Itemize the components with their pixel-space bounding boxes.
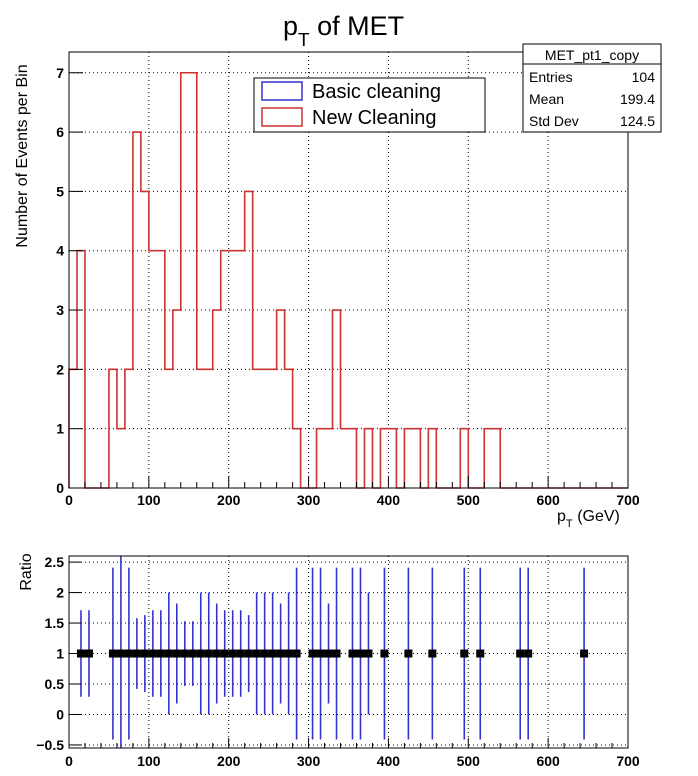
main-y-tick-label: 1 (56, 421, 64, 437)
ratio-point-marker (188, 649, 197, 658)
main-plot-frame (68, 51, 629, 489)
main-x-tick-label: 100 (137, 492, 161, 508)
ratio-point-marker (196, 649, 205, 658)
stats-box: MET_pt1_copy Entries 104 Mean 199.4 Std … (522, 43, 662, 133)
ratio-point-marker (460, 649, 469, 658)
y-axis-label: Number of Events per Bin (14, 64, 31, 247)
main-plot-ticks: 0 100 200 300 400 500 600 700 0 1 2 3 4 5 6 7 (56, 65, 640, 508)
ratio-y-axis-label: Ratio (18, 553, 35, 590)
ratio-x-tick-label: 700 (616, 753, 640, 769)
stats-entries-value: 104 (632, 69, 656, 85)
ratio-y-tick-label: 1 (56, 646, 64, 662)
ratio-point-marker (308, 649, 317, 658)
stats-mean-label: Mean (529, 91, 564, 107)
main-y-tick-label: 2 (56, 361, 64, 377)
main-y-tick-label: 6 (56, 124, 64, 140)
ratio-y-tick-label: −0.5 (36, 737, 64, 753)
legend-swatch-basic (261, 81, 303, 101)
ratio-point-marker (236, 649, 245, 658)
ratio-point-marker (268, 649, 277, 658)
ratio-points (76, 556, 589, 748)
main-x-tick-label: 200 (217, 492, 241, 508)
ratio-point-marker (476, 649, 485, 658)
ratio-point-marker (156, 649, 165, 658)
main-x-tick-label: 700 (616, 492, 640, 508)
legend-label-basic: Basic cleaning (312, 81, 441, 103)
chart-title: pT of MET (283, 11, 404, 51)
ratio-point-marker (148, 649, 157, 658)
ratio-x-tick-label: 600 (536, 753, 560, 769)
stats-entries-label: Entries (529, 69, 573, 85)
legend: Basic cleaning New Cleaning (253, 77, 486, 133)
ratio-y-tick-label: 2.5 (45, 554, 65, 570)
ratio-point-marker (524, 649, 533, 658)
ratio-point-marker (124, 649, 133, 658)
legend-label-new: New Cleaning (312, 107, 437, 129)
main-y-tick-label: 5 (56, 183, 64, 199)
ratio-plot-frame (68, 555, 629, 749)
ratio-point-marker (260, 649, 269, 658)
main-x-tick-label: 600 (536, 492, 560, 508)
ratio-x-tick-label: 400 (377, 753, 401, 769)
main-y-tick-label: 4 (56, 243, 64, 259)
main-y-tick-label: 0 (56, 480, 64, 496)
ratio-point-marker (132, 649, 141, 658)
ratio-point-marker (332, 649, 341, 658)
ratio-point-marker (364, 649, 373, 658)
ratio-point-marker (164, 649, 173, 658)
ratio-point-marker (516, 649, 525, 658)
ratio-x-tick-label: 300 (297, 753, 321, 769)
ratio-x-tick-label: 100 (137, 753, 161, 769)
ratio-point-marker (180, 649, 189, 658)
stats-title: MET_pt1_copy (545, 47, 639, 63)
stats-stddev-label: Std Dev (529, 113, 579, 129)
ratio-point-marker (204, 649, 213, 658)
ratio-point-marker (284, 649, 293, 658)
histogram-series-line (68, 71, 628, 489)
main-x-tick-label: 300 (297, 492, 321, 508)
ratio-point-marker (356, 649, 365, 658)
main-x-tick-label: 400 (377, 492, 401, 508)
ratio-y-tick-label: 2 (56, 585, 64, 601)
ratio-point-marker (380, 649, 389, 658)
ratio-point-marker (316, 649, 325, 658)
ratio-point-marker (292, 649, 301, 658)
ratio-point-marker (228, 649, 237, 658)
ratio-y-tick-label: 0 (56, 706, 64, 722)
legend-swatch-new (261, 107, 303, 127)
ratio-y-tick-label: 0.5 (45, 676, 65, 692)
ratio-plot-ticks: 0 100 200 300 400 500 600 700−0.500.511.522.5 (36, 554, 640, 769)
ratio-point-marker (140, 649, 149, 658)
ratio-y-tick-label: 1.5 (45, 615, 65, 631)
main-histogram (68, 71, 628, 489)
ratio-point-marker (220, 649, 229, 658)
x-axis-label: pT (GeV) (557, 508, 620, 530)
ratio-point-marker (212, 649, 221, 658)
ratio-point-marker (116, 649, 125, 658)
stats-stddev-value: 124.5 (620, 113, 655, 129)
ratio-point-marker (276, 649, 285, 658)
main-y-tick-label: 7 (56, 65, 64, 81)
ratio-point-marker (324, 649, 333, 658)
main-y-tick-label: 3 (56, 302, 64, 318)
ratio-x-tick-label: 200 (217, 753, 241, 769)
ratio-point-marker (244, 649, 253, 658)
ratio-point-marker (428, 649, 437, 658)
ratio-point-marker (252, 649, 261, 658)
ratio-point-marker (348, 649, 357, 658)
main-x-tick-label: 500 (457, 492, 481, 508)
ratio-point-marker (580, 649, 589, 658)
ratio-point-marker (108, 649, 117, 658)
ratio-x-tick-label: 0 (65, 753, 73, 769)
ratio-point-marker (404, 649, 413, 658)
main-x-tick-label: 0 (65, 492, 73, 508)
ratio-point-marker (172, 649, 181, 658)
ratio-x-tick-label: 500 (457, 753, 481, 769)
ratio-point-marker (84, 649, 93, 658)
stats-mean-value: 199.4 (620, 91, 655, 107)
